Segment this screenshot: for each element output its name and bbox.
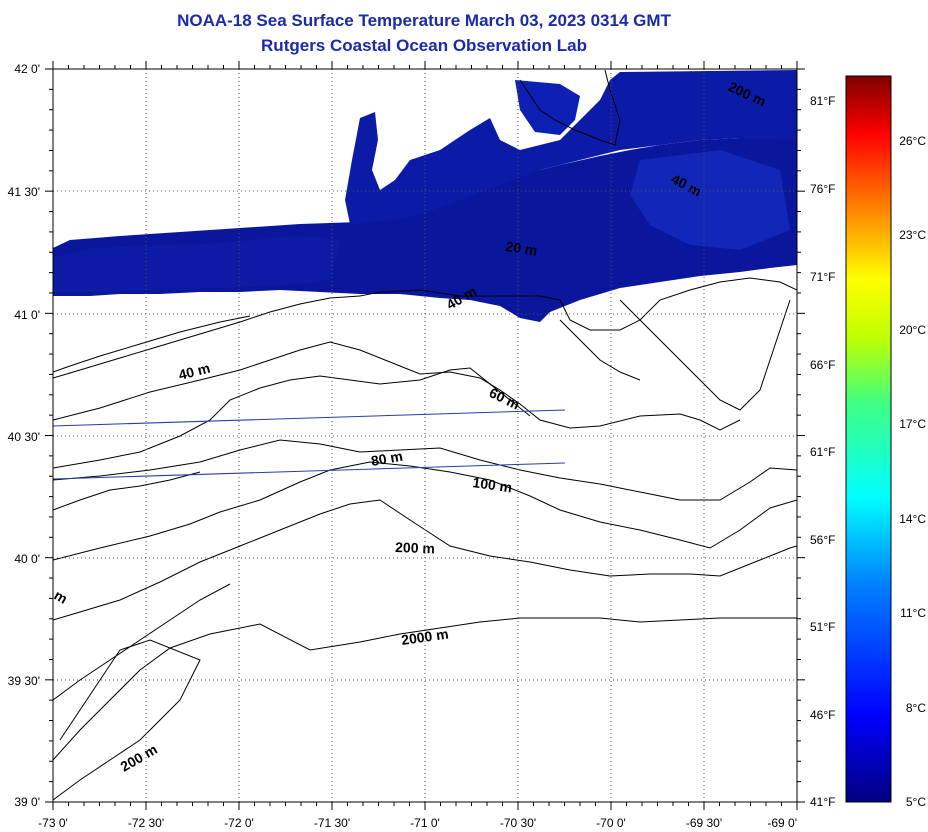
- fahrenheit-label: 66°F: [810, 358, 835, 372]
- bathymetry-contours: [53, 69, 797, 801]
- coastline-long-island-south: [53, 315, 251, 373]
- fahrenheit-label: 81°F: [810, 94, 835, 108]
- contour-200m-south: [53, 639, 201, 801]
- lon-label: -70 0': [596, 816, 626, 830]
- map-title: NOAA-18 Sea Surface Temperature March 03…: [177, 11, 671, 30]
- lon-label: -71 30': [314, 816, 350, 830]
- lat-label: 42 0': [14, 62, 40, 76]
- axis-ticks: [45, 61, 805, 810]
- contour-label-200m: 200 m: [395, 539, 435, 556]
- fahrenheit-label: 56°F: [810, 533, 835, 547]
- contour-2000m: [53, 617, 797, 761]
- celsius-label: 5°C: [906, 795, 926, 809]
- graticule: [53, 69, 797, 802]
- sst-patch-cape: [515, 80, 580, 135]
- fahrenheit-label: 71°F: [810, 270, 835, 284]
- contour-shelf-east: [559, 319, 641, 381]
- contour-60m: [53, 367, 531, 469]
- lon-label: -73 0': [38, 816, 68, 830]
- lat-label: 41 30': [8, 185, 40, 199]
- coastline-cape: [519, 69, 621, 146]
- contour-label-2000m: 2000 m: [400, 626, 449, 648]
- contour-shelf: [53, 471, 201, 511]
- fahrenheit-label: 76°F: [810, 182, 835, 196]
- lat-label: 39 0': [14, 795, 40, 809]
- celsius-label: 20°C: [899, 323, 926, 337]
- lon-label: -69 30': [686, 816, 722, 830]
- lon-label: -69 0': [767, 816, 797, 830]
- celsius-label: 17°C: [899, 417, 926, 431]
- scan-lines: [52, 409, 566, 480]
- scan-line-1: [52, 409, 566, 427]
- contour-40m-west: [53, 341, 741, 431]
- lon-axis-labels: -73 0' -72 30' -72 0' -71 30' -71 0' -70…: [38, 816, 797, 830]
- contour-100m: [53, 461, 797, 561]
- sst-data-layer: [53, 70, 797, 322]
- color-bar: [845, 75, 892, 803]
- sst-patch-west: [53, 236, 340, 292]
- fahrenheit-label: 46°F: [810, 708, 835, 722]
- celsius-label: 26°C: [899, 134, 926, 148]
- contour-deep-west: [53, 583, 231, 701]
- lat-label: 40 0': [14, 552, 40, 566]
- lat-axis-labels: 42 0' 41 30' 41 0' 40 30' 40 0' 39 30' 3…: [8, 62, 40, 809]
- lon-label: -71 0': [410, 816, 440, 830]
- coastline-new-england: [359, 277, 797, 331]
- fahrenheit-scale: 81°F 76°F 71°F 66°F 61°F 56°F 51°F 46°F …: [810, 94, 835, 809]
- contour-label-40m: 40 m: [177, 360, 212, 383]
- contour-label-100m: 100 m: [472, 474, 514, 495]
- celsius-label: 11°C: [900, 606, 926, 620]
- contour-east-shoals: [619, 299, 791, 411]
- sst-patch-east: [630, 150, 790, 250]
- contour-200m: [53, 499, 797, 621]
- lon-label: -70 30': [500, 816, 536, 830]
- celsius-label: 8°C: [906, 701, 926, 715]
- contour-label-60m: 60 m: [487, 384, 523, 412]
- coastline-long-island: [53, 295, 361, 379]
- celsius-scale: 26°C 23°C 20°C 17°C 14°C 11°C 8°C 5°C: [899, 134, 926, 809]
- contour-label-200m-south: 200 m: [118, 741, 160, 775]
- lat-label: 40 30': [8, 430, 40, 444]
- lon-label: -72 0': [224, 816, 254, 830]
- fahrenheit-label: 41°F: [810, 795, 835, 809]
- celsius-label: 14°C: [899, 512, 926, 526]
- lat-label: 39 30': [8, 674, 40, 688]
- lon-label: -72 30': [128, 816, 164, 830]
- sst-patch-north: [345, 70, 797, 224]
- fahrenheit-label: 61°F: [810, 445, 835, 459]
- celsius-label: 23°C: [899, 228, 926, 242]
- contour-label-20m: 20 m: [505, 238, 539, 258]
- contour-label-80m: 80 m: [370, 448, 404, 469]
- contour-80m: [53, 439, 797, 501]
- map-subtitle: Rutgers Coastal Ocean Observation Lab: [261, 36, 587, 55]
- contour-label-m-edge: m: [52, 587, 71, 607]
- fahrenheit-label: 51°F: [810, 620, 835, 634]
- scan-line-2: [52, 462, 566, 480]
- lat-label: 41 0': [14, 308, 40, 322]
